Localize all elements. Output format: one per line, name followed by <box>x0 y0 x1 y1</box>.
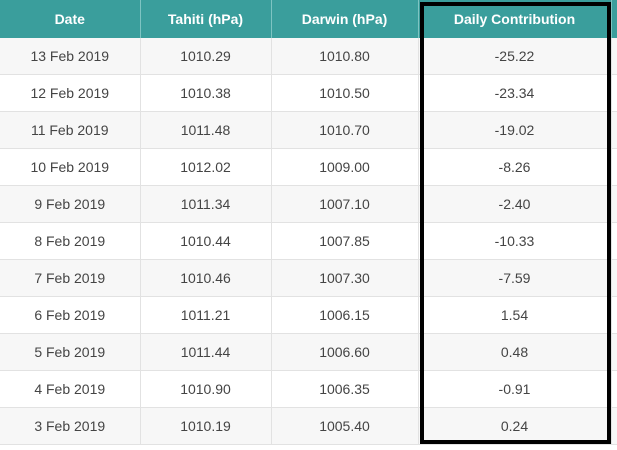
contribution-cell: -25.22 <box>418 38 612 75</box>
contribution-cell: -10.33 <box>418 222 612 260</box>
tahiti-cell: 1010.38 <box>140 74 272 112</box>
edge-cell <box>611 370 617 408</box>
table-row: 4 Feb 2019 1010.90 1006.35 -0.91 <box>0 370 617 408</box>
date-cell: 10 Feb 2019 <box>0 148 141 186</box>
darwin-cell: 1010.50 <box>271 74 419 112</box>
table-row: 12 Feb 2019 1010.38 1010.50 -23.34 <box>0 74 617 112</box>
column-header-darwin[interactable]: Darwin (hPa) <box>271 0 419 38</box>
table-row: 10 Feb 2019 1012.02 1009.00 -8.26 <box>0 148 617 186</box>
tahiti-cell: 1012.02 <box>140 148 272 186</box>
tahiti-cell: 1010.44 <box>140 222 272 260</box>
darwin-cell: 1006.35 <box>271 370 419 408</box>
column-header-tahiti[interactable]: Tahiti (hPa) <box>140 0 272 38</box>
darwin-cell: 1005.40 <box>271 407 419 445</box>
date-cell: 6 Feb 2019 <box>0 296 141 334</box>
edge-cell <box>611 38 617 75</box>
table-row: 9 Feb 2019 1011.34 1007.10 -2.40 <box>0 185 617 223</box>
darwin-cell: 1007.30 <box>271 259 419 297</box>
table-row: 7 Feb 2019 1010.46 1007.30 -7.59 <box>0 259 617 297</box>
column-header-date[interactable]: Date <box>0 0 141 38</box>
date-cell: 12 Feb 2019 <box>0 74 141 112</box>
contribution-cell: -19.02 <box>418 111 612 149</box>
darwin-cell: 1007.10 <box>271 185 419 223</box>
contribution-cell: 0.48 <box>418 333 612 371</box>
edge-cell <box>611 333 617 371</box>
contribution-cell: -23.34 <box>418 74 612 112</box>
table-row: 6 Feb 2019 1011.21 1006.15 1.54 <box>0 296 617 334</box>
darwin-cell: 1006.15 <box>271 296 419 334</box>
table-row: 8 Feb 2019 1010.44 1007.85 -10.33 <box>0 222 617 260</box>
edge-cell <box>611 222 617 260</box>
date-cell: 13 Feb 2019 <box>0 38 141 75</box>
date-cell: 8 Feb 2019 <box>0 222 141 260</box>
darwin-cell: 1006.60 <box>271 333 419 371</box>
edge-cell <box>611 74 617 112</box>
edge-cell <box>611 148 617 186</box>
contribution-cell: 1.54 <box>418 296 612 334</box>
table-header-row: Date Tahiti (hPa) Darwin (hPa) Daily Con… <box>0 0 617 38</box>
tahiti-cell: 1010.90 <box>140 370 272 408</box>
table-row: 13 Feb 2019 1010.29 1010.80 -25.22 <box>0 38 617 75</box>
table-row: 11 Feb 2019 1011.48 1010.70 -19.02 <box>0 111 617 149</box>
tahiti-cell: 1011.34 <box>140 185 272 223</box>
darwin-cell: 1009.00 <box>271 148 419 186</box>
contribution-cell: -8.26 <box>418 148 612 186</box>
tahiti-cell: 1011.21 <box>140 296 272 334</box>
tahiti-cell: 1010.29 <box>140 38 272 75</box>
date-cell: 4 Feb 2019 <box>0 370 141 408</box>
edge-cell <box>611 259 617 297</box>
date-cell: 11 Feb 2019 <box>0 111 141 149</box>
column-header-edge <box>611 0 617 38</box>
column-header-daily-contribution[interactable]: Daily Contribution <box>418 0 612 38</box>
tahiti-cell: 1011.44 <box>140 333 272 371</box>
edge-cell <box>611 185 617 223</box>
date-cell: 5 Feb 2019 <box>0 333 141 371</box>
date-cell: 7 Feb 2019 <box>0 259 141 297</box>
darwin-cell: 1007.85 <box>271 222 419 260</box>
date-cell: 9 Feb 2019 <box>0 185 141 223</box>
contribution-cell: -2.40 <box>418 185 612 223</box>
tahiti-cell: 1011.48 <box>140 111 272 149</box>
contribution-cell: -7.59 <box>418 259 612 297</box>
tahiti-cell: 1010.46 <box>140 259 272 297</box>
contribution-cell: 0.24 <box>418 407 612 445</box>
darwin-cell: 1010.80 <box>271 38 419 75</box>
table-row: 5 Feb 2019 1011.44 1006.60 0.48 <box>0 333 617 371</box>
tahiti-cell: 1010.19 <box>140 407 272 445</box>
edge-cell <box>611 296 617 334</box>
contribution-cell: -0.91 <box>418 370 612 408</box>
darwin-cell: 1010.70 <box>271 111 419 149</box>
edge-cell <box>611 407 617 445</box>
date-cell: 3 Feb 2019 <box>0 407 141 445</box>
table-row: 3 Feb 2019 1010.19 1005.40 0.24 <box>0 407 617 445</box>
edge-cell <box>611 111 617 149</box>
